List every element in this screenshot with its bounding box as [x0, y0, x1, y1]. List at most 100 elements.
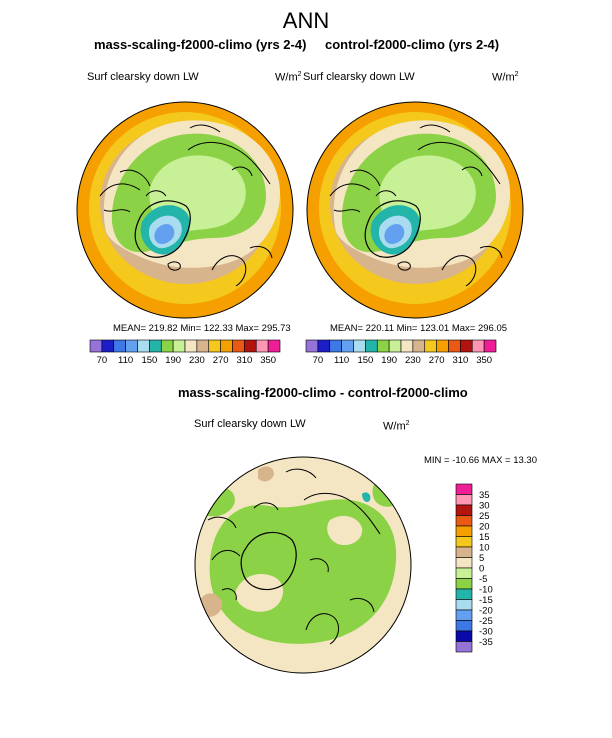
- colorbar-diff-tick-label: -10: [479, 585, 493, 596]
- colorbar-diff-swatch: [455, 546, 473, 558]
- colorbar-2-swatch: [436, 339, 449, 353]
- diff-coast-canada: [207, 502, 279, 601]
- colorbar-2-tick-label: 230: [405, 355, 421, 366]
- panel-1-title: mass-scaling-f2000-climo (yrs 2-4): [94, 37, 307, 52]
- colorbar-1-swatch: [160, 339, 174, 353]
- colorbar-diff-tick-label: -5: [479, 574, 487, 585]
- diff-variable: Surf clearsky down LW: [194, 418, 306, 430]
- panel-1-variable: Surf clearsky down LW: [87, 71, 199, 83]
- colorbar-diff-tick-label: -30: [479, 627, 493, 638]
- colorbar-diff-tick-label: 20: [479, 522, 490, 533]
- diff-coast-greenland: [240, 531, 297, 591]
- map1-coast-greenland: [134, 200, 191, 258]
- diff-map: [194, 456, 412, 674]
- colorbar-diff-swatch: [455, 578, 473, 590]
- diff-title: mass-scaling-f2000-climo - control-f2000…: [178, 385, 468, 400]
- colorbar-1-swatch: [255, 339, 269, 353]
- map2-coast-iceland: [397, 261, 411, 271]
- map2-coast-greenland: [364, 200, 421, 258]
- map1-coast-alaska: [189, 124, 253, 177]
- colorbar-1-swatch: [113, 339, 126, 353]
- diff-stats: MIN = -10.66 MAX = 13.30: [424, 455, 538, 466]
- map2-fill-130: [384, 224, 405, 244]
- colorbar-1-tick-label: 230: [189, 355, 205, 366]
- colorbar-2-swatch: [424, 339, 437, 353]
- diff-coast-alaska: [285, 468, 317, 479]
- colorbar-2-tick-label: 350: [476, 355, 492, 366]
- colorbar-diff-swatch: [455, 588, 473, 600]
- panel-2-title: control-f2000-climo (yrs 2-4): [325, 37, 500, 52]
- colorbar-diff-tick-label: 0: [479, 564, 484, 575]
- colorbar-diff-swatch: [455, 557, 473, 569]
- colorbar-1-swatch: [196, 339, 210, 353]
- colorbar-1-swatch: [89, 339, 103, 353]
- colorbar-2-tick-label: 310: [452, 355, 468, 366]
- colorbar-2-swatch: [448, 339, 461, 353]
- colorbar-1-swatch: [232, 339, 245, 353]
- colorbar-2-swatch: [376, 339, 390, 353]
- colorbar-diff-swatch: [455, 620, 473, 632]
- colorbar-1-tick-label: 310: [236, 355, 252, 366]
- colorbar-2-swatch: [460, 339, 473, 353]
- colorbar-diff-swatch: [455, 609, 473, 621]
- colorbar-1-swatch: [244, 339, 257, 353]
- colorbar-diff-swatch: [455, 641, 473, 653]
- colorbar-diff-tick-label: 35: [479, 490, 490, 501]
- colorbar-2-tick-label: 150: [357, 355, 373, 366]
- panel-2-variable: Surf clearsky down LW: [303, 71, 415, 83]
- colorbar-diff-swatch: [455, 515, 473, 527]
- colorbar-2-tick-label: 190: [381, 355, 397, 366]
- diff-fill-0-interior-b: [327, 515, 363, 546]
- panel-2-units: W/m2: [492, 71, 519, 84]
- colorbar-2-tick-label: 70: [313, 355, 324, 366]
- colorbar-1-tick-label: 350: [260, 355, 276, 366]
- colorbar-diff-tick-label: -15: [479, 595, 493, 606]
- colorbar-1: 70 110 150 190 230 270 310 350: [89, 339, 281, 366]
- diff-coast-eurasia: [303, 493, 381, 645]
- colorbar-diff-tick-label: 10: [479, 543, 490, 554]
- map1-border: [76, 101, 294, 319]
- colorbar-diff-tick-label: 5: [479, 553, 484, 564]
- colorbar-2-swatch: [388, 339, 402, 353]
- colorbar-diff-tick-label: -25: [479, 616, 493, 627]
- colorbar-1-swatch: [149, 339, 162, 353]
- panel-2-map: [306, 101, 524, 319]
- colorbar-diff-swatch: [455, 567, 473, 579]
- colorbar-2-swatch: [483, 339, 497, 353]
- figure-title: ANN: [282, 8, 330, 33]
- map2-border: [306, 101, 524, 319]
- colorbar-2-swatch: [365, 339, 378, 353]
- colorbar-1-tick-label: 150: [141, 355, 157, 366]
- diff-fill-plus5-b: [258, 466, 274, 482]
- map1-coast-iceland: [167, 261, 181, 271]
- panel-1-map: [76, 101, 294, 319]
- colorbar-1-swatch: [267, 339, 281, 353]
- colorbar-2-swatch: [329, 339, 342, 353]
- colorbar-2-tick-label: 270: [429, 355, 445, 366]
- colorbar-diff-swatch: [455, 630, 473, 642]
- colorbar-2-swatch: [317, 339, 331, 353]
- colorbar-diff-tick-label: 25: [479, 511, 490, 522]
- panel-1-stats: MEAN= 219.82 Min= 122.33 Max= 295.73: [113, 323, 291, 334]
- colorbar-diff-tick-label: -35: [479, 637, 493, 648]
- colorbar-2-tick-label: 110: [334, 355, 349, 366]
- map1-coast-canada: [99, 169, 167, 213]
- map1-fill-130: [154, 224, 175, 244]
- colorbar-2-swatch: [471, 339, 485, 353]
- colorbar-1-swatch: [137, 339, 150, 353]
- colorbar-diff-swatch: [455, 536, 473, 548]
- colorbar-1-swatch: [125, 339, 138, 353]
- diff-fill-0-interior-a: [235, 574, 284, 612]
- diff-fill-minus5-c: [372, 477, 403, 507]
- colorbar-1-tick-label: 270: [213, 355, 229, 366]
- colorbar-diff-tick-label: -20: [479, 606, 493, 617]
- colorbar-diff-swatch: [455, 504, 473, 516]
- colorbar-diff-swatch: [455, 483, 473, 495]
- colorbar-2-swatch: [353, 339, 366, 353]
- colorbar-2-swatch: [400, 339, 414, 353]
- map2-coast-alaska: [419, 124, 483, 177]
- colorbar-1-tick-label: 110: [118, 355, 133, 366]
- diff-fill-minus10: [362, 492, 371, 502]
